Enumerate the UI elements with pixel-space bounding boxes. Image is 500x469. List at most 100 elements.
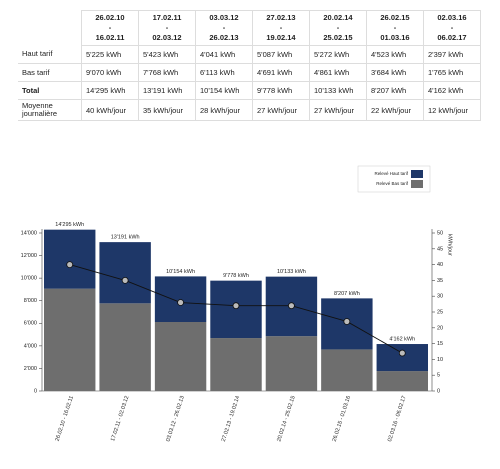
x-tick-label: 03.03.12 - 26.02.13 [165,395,185,442]
table-cell: 28 kWh/jour [195,99,253,121]
total-label: 10'133 kWh [277,269,306,275]
table-cell: 4'162 kWh [423,81,481,100]
y2-tick-label: 40 [437,262,443,268]
period-separator: - [165,23,169,32]
row-label: Haut tarif [18,45,82,64]
table-cell: 5'225 kWh [81,45,139,64]
bar-segment [321,349,373,391]
y2-axis-label: kWh/jour [447,234,453,256]
legend-label: Relevé Haut tarif [374,171,408,176]
x-tick-label: 17.02.11 - 02.03.12 [110,395,130,442]
y-tick-label: 12'000 [21,253,37,259]
table-cell: 10'154 kWh [195,81,253,100]
y-tick-label: 8'000 [24,298,37,304]
table-cell: 35 kWh/jour [138,99,196,121]
legend-swatch [411,170,423,178]
table-cell: 4'691 kWh [252,63,310,82]
line-marker [66,261,74,268]
legend-box [357,165,431,193]
period-header: 26.02.10-16.02.11 [81,10,139,46]
y2-tick-label: 25 [437,309,443,315]
period-start: 20.02.14 [323,13,353,22]
y-tick-label: 6'000 [24,321,37,327]
table-cell: 9'070 kWh [81,63,139,82]
period-separator: - [279,23,283,32]
table-cell: 27 kWh/jour [252,99,310,121]
period-header: 27.02.13-19.02.14 [252,10,310,46]
bar-segment [376,371,428,391]
table-row: Bas tarif 9'070 kWh 7'768 kWh 6'113 kWh 4'69… [18,63,481,82]
table-cell: 4'523 kWh [366,45,424,64]
period-start: 26.02.15 [380,13,410,22]
period-separator: - [222,23,226,32]
x-tick-label: 26.02.10 - 16.02.11 [55,395,75,442]
y2-tick-label: 30 [437,294,443,300]
table-cell: 9'778 kWh [252,81,310,100]
table-cell: 8'207 kWh [366,81,424,100]
line-marker [288,302,295,310]
period-end: 19.02.14 [266,33,296,42]
blank-cell [18,11,82,46]
period-end: 26.02.13 [209,33,239,42]
total-label: 13'191 kWh [111,235,140,241]
y2-tick-label: 50 [437,230,443,236]
bar-segment [265,336,318,391]
period-header: 26.02.15-01.03.16 [366,10,424,46]
line-marker [177,299,184,306]
period-start: 02.03.16 [437,13,467,22]
y2-tick-label: 0 [437,388,440,394]
line-marker [121,277,129,284]
x-tick-label: 27.02.13 - 19.02.14 [221,395,241,442]
table-cell: 1'765 kWh [423,63,481,82]
table-cell: 5'423 kWh [138,45,196,64]
table-cell: 3'684 kWh [366,63,424,82]
period-separator: - [393,23,397,32]
y-tick-label: 10'000 [21,276,37,282]
y2-tick-label: 5 [437,373,440,379]
row-label: Total [18,81,82,100]
chart: 0 2'000 4'000 6'000 8'000 10'000 12'000 14'000 0… [21,165,453,442]
y2-tick-label: 20 [437,325,443,331]
table-cell: 10'133 kWh [309,81,367,100]
table-cell: 7'768 kWh [138,63,196,82]
table-row: Moyenne journalière 40 kWh/jour 35 kWh/jou… [18,99,481,121]
row-label: Bas tarif [18,63,82,82]
period-header: 03.03.12-26.02.13 [195,10,253,46]
bar-segment [210,280,262,339]
period-start: 17.02.11 [152,13,182,22]
bar-segment [99,303,151,391]
line-marker [232,302,240,310]
consumption-table: 26.02.10-16.02.11 17.02.11-02.03.12 03.03.… [18,10,481,121]
bar-segment [376,344,428,372]
total-label: 10'154 kWh [166,269,195,275]
y-tick-label: 14'000 [21,230,37,236]
period-end: 01.03.16 [380,33,410,42]
table-cell: 13'191 kWh [138,81,196,100]
table-cell: 40 kWh/jour [81,99,139,121]
y2-tick-label: 15 [437,341,443,347]
period-header: 02.03.16-06.02.17 [423,10,481,46]
period-start: 27.02.13 [266,13,296,22]
table-cell: 22 kWh/jour [366,99,424,121]
period-separator: - [450,23,454,32]
y-tick-label: 4'000 [24,343,37,349]
x-tick-label: 02.03.16 - 06.02.17 [387,395,407,442]
bar-segment [44,288,96,391]
line-marker [398,349,406,357]
total-label: 14'295 kWh [55,222,84,228]
period-header: 17.02.11-02.03.12 [138,10,196,46]
period-header: 20.02.14-25.02.15 [309,10,367,46]
period-end: 02.03.12 [152,33,182,42]
total-label: 9'778 kWh [223,273,249,279]
line-marker [343,318,351,325]
y-tick-label: 2'000 [24,366,37,372]
table-cell: 4'041 kWh [195,45,253,64]
total-label: 4'162 kWh [389,336,415,342]
table-cell: 14'295 kWh [81,81,139,100]
y-tick-label: 0 [34,388,37,394]
period-end: 16.02.11 [95,33,125,42]
table-cell: 27 kWh/jour [309,99,367,121]
table-cell: 6'113 kWh [195,63,253,82]
table-cell: 2'397 kWh [423,45,481,64]
